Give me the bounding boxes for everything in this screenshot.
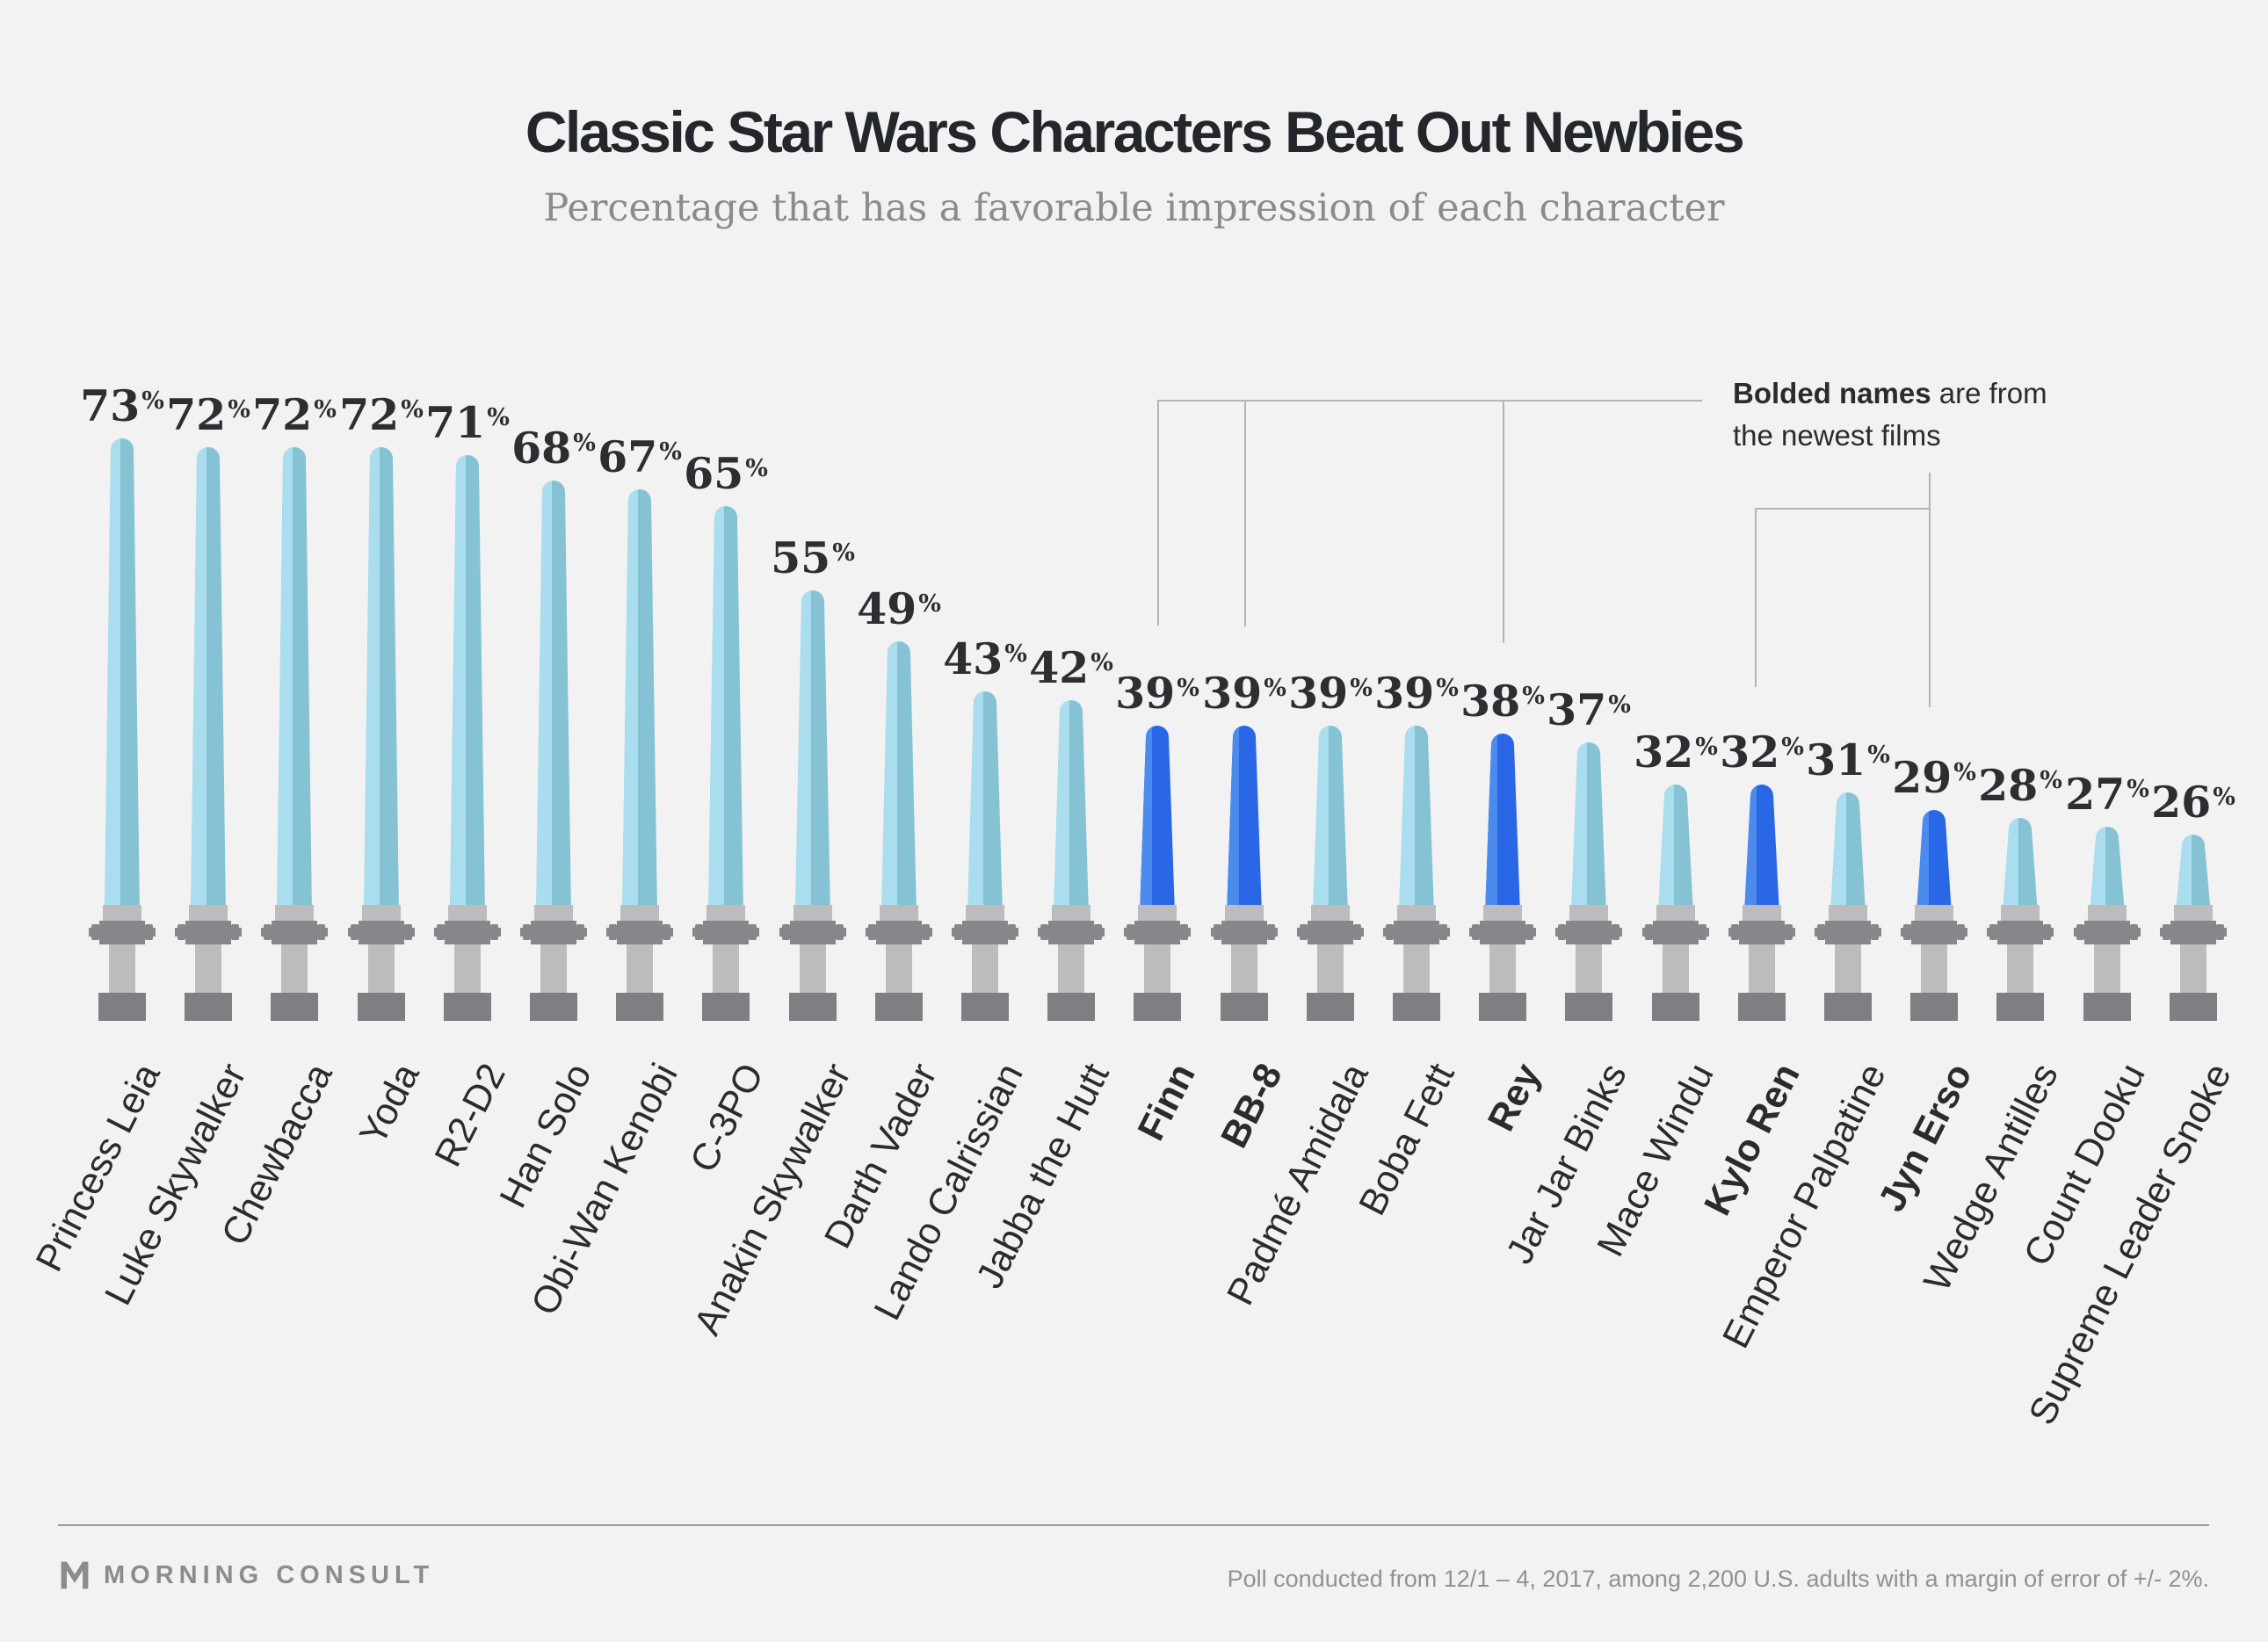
value-label: 49% (857, 583, 941, 634)
lightsaber-bar (520, 481, 587, 1025)
lightsaber-bar (175, 447, 242, 1025)
lightsaber-bar (2160, 835, 2227, 1025)
value-label: 31% (1806, 734, 1890, 785)
lightsaber-bar (952, 691, 1018, 1025)
value-label: 72% (166, 389, 250, 440)
lightsaber-bar (1124, 726, 1191, 1025)
lightsaber-bar (1642, 785, 1709, 1025)
lightsaber-bar (1211, 726, 1278, 1025)
footer-divider (58, 1524, 2209, 1526)
lightsaber-bar (1728, 785, 1795, 1025)
lightsaber-bar (348, 447, 415, 1025)
value-label: 38% (1460, 676, 1545, 727)
value-label: 72% (339, 389, 424, 440)
lightsaber-bar (261, 447, 328, 1025)
bracket-line (1244, 400, 1246, 626)
value-label: 67% (598, 431, 682, 482)
lightsaber-bar (1383, 726, 1450, 1025)
lightsaber-bar (1297, 726, 1364, 1025)
value-label: 55% (771, 532, 855, 583)
lightsaber-bar (2074, 827, 2141, 1025)
bracket-line (1503, 400, 1504, 643)
lightsaber-bar (1987, 818, 2054, 1025)
value-label: 28% (1978, 760, 2062, 811)
lightsaber-bar (779, 590, 846, 1025)
lightsaber-bar (866, 641, 932, 1025)
value-label: 39% (1202, 668, 1286, 719)
value-label: 72% (252, 389, 337, 440)
morning-consult-logo: MORNING CONSULT (58, 1559, 434, 1592)
value-label: 27% (2065, 769, 2149, 820)
bracket-line (1157, 400, 1159, 626)
value-label: 37% (1547, 684, 1631, 735)
bracket-line (1755, 508, 1757, 687)
lightsaber-bar (1038, 700, 1105, 1025)
page-subtitle: Percentage that has a favorable impressi… (543, 186, 1725, 230)
annotation-line1: Bolded names are from (1733, 377, 2047, 409)
value-label: 43% (943, 633, 1027, 684)
lightsaber-bar (1555, 742, 1622, 1025)
value-label: 29% (1892, 752, 1976, 803)
page-title: Classic Star Wars Characters Beat Out Ne… (525, 99, 1745, 164)
value-label: 32% (1634, 727, 1718, 778)
value-label: 32% (1720, 727, 1804, 778)
poll-methodology-note: Poll conducted from 12/1 – 4, 2017, amon… (1227, 1566, 2209, 1592)
annotation-line2: the newest films (1733, 419, 1941, 452)
lightsaber-bar (692, 506, 759, 1025)
bracket-line (1157, 400, 1702, 401)
newest-films-annotation: Bolded names are from the newest films (1733, 373, 2155, 457)
value-label: 26% (2151, 777, 2235, 828)
lightsaber-bar (1901, 810, 1967, 1025)
value-label: 39% (1288, 668, 1373, 719)
value-label: 65% (684, 448, 768, 499)
lightsaber-bar (1469, 734, 1536, 1025)
value-label: 68% (511, 423, 596, 474)
value-label: 73% (80, 380, 164, 431)
lightsaber-bar (434, 455, 501, 1025)
value-label: 71% (425, 397, 510, 448)
lightsaber-bar (89, 438, 156, 1025)
morning-consult-m-icon (61, 1561, 89, 1589)
brand-name: MORNING CONSULT (104, 1560, 435, 1589)
bracket-line (1755, 508, 1931, 510)
bracket-line (1929, 473, 1931, 707)
lightsaber-bar (606, 489, 673, 1025)
value-label: 39% (1115, 668, 1199, 719)
lightsaber-bar (1815, 792, 1881, 1025)
value-label: 39% (1374, 668, 1459, 719)
value-label: 42% (1029, 642, 1113, 693)
